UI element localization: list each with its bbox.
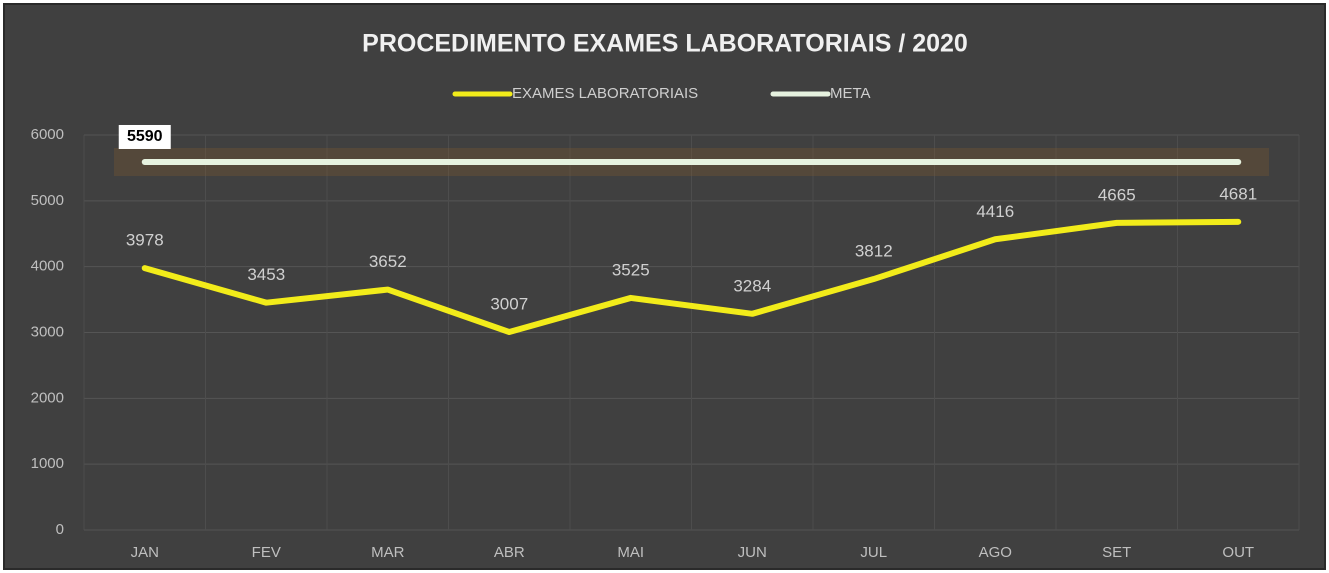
x-tick-label: JUL: [860, 544, 887, 561]
x-tick-label: MAI: [617, 544, 644, 561]
y-tick-label: 1000: [31, 455, 64, 472]
data-label: 3453: [247, 265, 285, 284]
y-tick-label: 2000: [31, 389, 64, 406]
legend-label: META: [830, 85, 871, 102]
meta-data-label: 5590: [127, 128, 163, 145]
data-label: 4665: [1098, 185, 1136, 204]
y-tick-label: 4000: [31, 258, 64, 275]
chart-title: PROCEDIMENTO EXAMES LABORATORIAIS / 2020: [362, 30, 968, 58]
meta-label-box: [118, 124, 171, 149]
x-tick-label: MAR: [371, 544, 405, 561]
x-tick-label: JUN: [738, 544, 767, 561]
data-label: 3525: [612, 260, 650, 279]
y-tick-label: 5000: [31, 192, 64, 209]
data-label: 4416: [976, 202, 1014, 221]
data-label: 3652: [369, 252, 407, 271]
x-tick-label: AGO: [979, 544, 1012, 561]
chart-background: [3, 3, 1326, 570]
x-tick-label: SET: [1102, 544, 1131, 561]
legend: EXAMES LABORATORIAIS META: [452, 85, 871, 102]
data-label: 3978: [126, 231, 164, 250]
x-tick-label: ABR: [494, 544, 525, 561]
x-tick-label: JAN: [131, 544, 159, 561]
data-label: 3284: [733, 276, 771, 295]
data-label: 4681: [1219, 184, 1257, 203]
x-tick-label: OUT: [1222, 544, 1254, 561]
legend-label: EXAMES LABORATORIAIS: [512, 85, 698, 102]
exam-line: [141, 218, 1242, 336]
data-label: 3812: [855, 242, 893, 261]
x-tick-label: FEV: [252, 544, 281, 561]
y-tick-label: 6000: [31, 126, 64, 143]
data-label: 3007: [490, 295, 528, 314]
y-tick-label: 0: [56, 521, 64, 538]
y-tick-label: 3000: [31, 323, 64, 340]
